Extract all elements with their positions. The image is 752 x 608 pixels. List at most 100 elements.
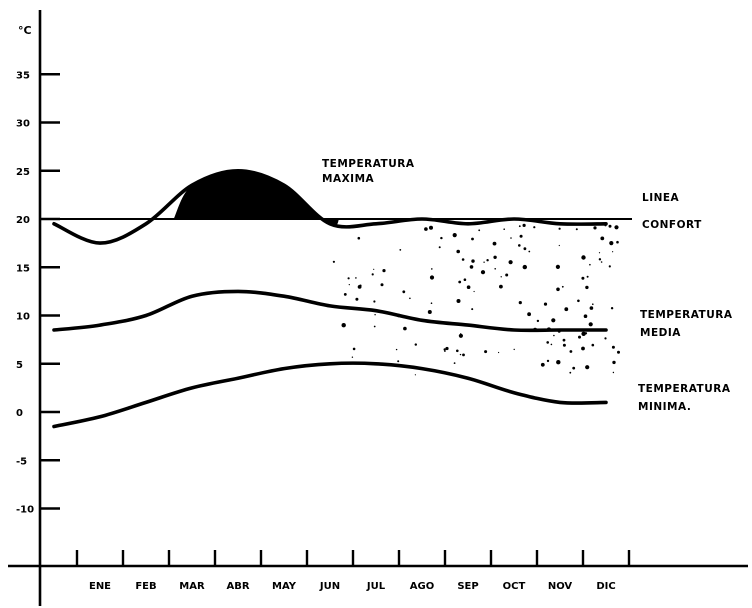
speck — [484, 350, 488, 354]
y-tick-label: -5 — [16, 456, 27, 467]
speck — [612, 360, 616, 365]
speck — [499, 284, 503, 289]
speck — [581, 276, 585, 280]
speck — [546, 359, 550, 363]
speck — [611, 345, 615, 349]
speck — [536, 319, 540, 323]
speck — [453, 362, 456, 364]
speck — [513, 348, 515, 351]
speck — [463, 278, 467, 282]
speck — [600, 236, 605, 241]
speck — [494, 268, 497, 270]
speck — [456, 349, 459, 353]
y-tick-label: 30 — [16, 119, 30, 130]
speck — [581, 331, 586, 336]
speck — [493, 255, 497, 259]
speck — [355, 277, 357, 279]
speck — [357, 236, 361, 240]
y-tick-label: 10 — [16, 312, 30, 323]
speck — [397, 360, 400, 363]
speck — [561, 285, 564, 288]
x-tick-label: SEP — [457, 581, 478, 592]
speck — [473, 290, 475, 293]
speck — [569, 371, 572, 374]
speck — [522, 223, 526, 227]
y-tick-label: -10 — [16, 505, 34, 516]
speck — [452, 233, 457, 238]
speck — [575, 228, 578, 231]
speck — [471, 259, 475, 263]
series-line-media — [52, 289, 608, 333]
series-line-minima — [52, 361, 608, 429]
speck — [399, 249, 402, 251]
speck — [461, 258, 465, 261]
x-ticks: ENE FEB MAR ABR MAY JUN JUL AGO SEP OCT NOV DIC — [75, 550, 631, 592]
speck — [582, 257, 585, 260]
speck — [550, 343, 553, 346]
x-tick-label: JUL — [366, 581, 386, 592]
x-tick-label: JUN — [319, 581, 340, 592]
speck — [498, 351, 500, 354]
speck — [395, 348, 398, 351]
y-tick-label: 5 — [16, 360, 23, 371]
speck — [585, 365, 590, 370]
speck — [600, 261, 603, 263]
speck — [562, 338, 566, 342]
speck — [438, 246, 441, 249]
speck — [352, 347, 356, 351]
speck — [486, 259, 489, 262]
speck — [610, 307, 614, 310]
speck — [373, 268, 375, 270]
speck — [523, 247, 527, 251]
speck — [592, 303, 594, 306]
y-ticks: 35 30 25 20 15 10 5 0 -5 -10 — [16, 70, 60, 516]
speck — [460, 333, 462, 335]
speck — [444, 350, 446, 352]
speck — [429, 225, 433, 230]
speck — [424, 227, 428, 231]
speck — [459, 353, 462, 356]
speck — [458, 280, 462, 284]
speck — [616, 240, 619, 244]
speck — [543, 302, 548, 306]
speck — [564, 307, 569, 312]
speck — [556, 360, 561, 365]
hot-zone-area — [173, 170, 340, 226]
speck — [483, 261, 485, 263]
speck — [612, 251, 614, 253]
speck — [382, 269, 386, 273]
speck — [380, 283, 384, 287]
speck — [469, 265, 474, 269]
speck — [373, 325, 376, 328]
speck — [430, 302, 433, 305]
speck — [478, 229, 481, 232]
series-label-media-line2: MEDIA — [640, 327, 681, 339]
speck — [508, 260, 513, 265]
speck — [347, 277, 350, 280]
speck — [593, 226, 597, 230]
speckle-texture — [332, 223, 620, 376]
speck — [492, 241, 497, 246]
x-tick-label: FEB — [135, 581, 156, 592]
speck — [522, 264, 527, 270]
speck — [409, 297, 411, 300]
series-label-min-line1: TEMPERATURA — [638, 383, 731, 395]
speck — [614, 225, 619, 230]
speck — [445, 346, 449, 351]
speck — [471, 308, 474, 311]
speck — [555, 264, 561, 269]
series-label-min-line2: MINIMA. — [638, 401, 691, 413]
speck — [617, 350, 620, 354]
speck — [403, 326, 407, 331]
speck — [577, 299, 580, 303]
y-tick-label: 15 — [16, 263, 30, 274]
speck — [518, 301, 522, 305]
speck — [569, 350, 573, 353]
x-tick-label: MAY — [272, 581, 297, 592]
speck — [456, 249, 461, 254]
speck — [500, 276, 502, 278]
speck — [572, 366, 576, 370]
series-label-max-line2: MAXIMA — [322, 173, 375, 185]
series-curves — [52, 169, 608, 429]
